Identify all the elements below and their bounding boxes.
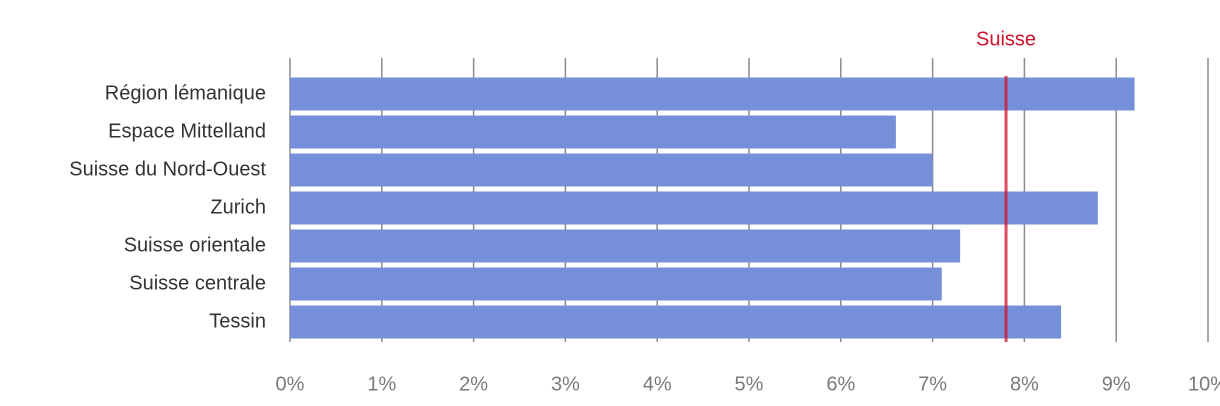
bar [290,305,1062,339]
x-tick-label: 6% [826,373,855,395]
x-tick-label: 9% [1102,373,1131,395]
x-tick-label: 1% [367,373,396,395]
x-tick-label: 7% [918,373,947,395]
bar [290,77,1135,111]
y-tick-label: Suisse orientale [124,234,266,256]
y-tick-label: Espace Mittelland [108,120,266,142]
bar [290,115,896,149]
x-tick-label: 0% [276,373,305,395]
bar [290,229,961,263]
bar [290,267,942,301]
x-tick-label: 3% [551,373,580,395]
x-tick-label: 10% [1188,373,1220,395]
bar [290,153,933,187]
bar [290,191,1098,225]
x-tick-label: 5% [735,373,764,395]
x-tick-label: 2% [459,373,488,395]
x-tick-label: 4% [643,373,672,395]
y-tick-label: Suisse centrale [129,272,266,294]
x-tick-label: 8% [1010,373,1039,395]
reference-label: Suisse [976,28,1036,50]
y-tick-label: Tessin [209,310,266,332]
y-tick-label: Région lémanique [105,82,266,104]
y-tick-label: Suisse du Nord-Ouest [69,158,266,180]
y-tick-label: Zurich [210,196,266,218]
